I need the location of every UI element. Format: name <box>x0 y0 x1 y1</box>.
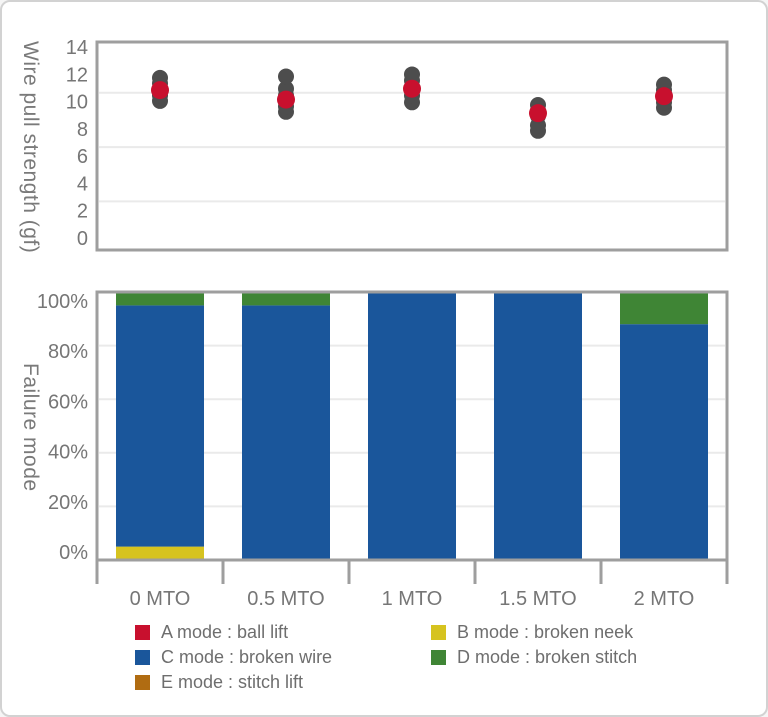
legend-item: D mode : broken stitch <box>431 647 735 667</box>
x-tick-label: 1.5 MTO <box>499 588 576 610</box>
bar-segment <box>116 292 204 306</box>
y-tick-label: 0 <box>77 228 88 250</box>
scatter-point-sample <box>152 69 168 86</box>
bar-segment <box>620 324 708 560</box>
scatter-point-mean <box>655 87 673 106</box>
failure-mode-chart: 0% 20% 40% 60% 80% 100% 0 MTO 0.5 MTO 1 MTO 1.5 M… <box>37 290 729 610</box>
y-tick-label: 60% <box>48 391 88 413</box>
legend-item: B mode : broken neek <box>431 622 735 642</box>
legend-label: B mode : broken neek <box>457 621 634 642</box>
y-tick-label: 12 <box>66 64 88 86</box>
bar-segment <box>368 292 456 560</box>
legend-label: E mode : stitch lift <box>161 671 304 692</box>
x-tick-label: 1 MTO <box>382 588 443 610</box>
y-tick-label: 2 <box>77 201 88 223</box>
legend-label: C mode : broken wire <box>161 646 333 667</box>
legend-item: E mode : stitch lift <box>135 672 431 692</box>
y-tick-label: 20% <box>48 492 88 514</box>
bar-segment <box>242 305 330 560</box>
y-axis-title-text: Failure mode <box>19 362 42 492</box>
y-axis-title-wire-pull-strength: Wire pull strength (gf) <box>12 32 48 262</box>
scatter-point-mean <box>529 104 547 123</box>
y-tick-label: 80% <box>48 341 88 363</box>
scatter-point-sample <box>278 68 294 85</box>
bar-segment <box>116 305 204 547</box>
y-tick-label: 8 <box>77 119 88 141</box>
legend-swatch <box>135 624 150 640</box>
legend: A mode : ball lift B mode : broken neek C … <box>135 622 735 692</box>
plot-border <box>95 40 729 252</box>
legend-label: D mode : broken stitch <box>457 646 638 667</box>
legend-item: A mode : ball lift <box>135 622 431 642</box>
legend-swatch <box>135 674 150 690</box>
legend-swatch <box>431 624 446 640</box>
scatter-point-mean <box>403 79 421 98</box>
bar-segment <box>620 292 708 325</box>
y-axis-title-failure-mode: Failure mode <box>12 292 48 562</box>
scatter-point-sample <box>404 66 420 83</box>
y-tick-label: 100% <box>37 291 88 313</box>
x-tick-label: 2 MTO <box>634 588 695 610</box>
y-tick-label: 10 <box>66 92 88 114</box>
legend-label: A mode : ball lift <box>161 621 289 642</box>
scatter-point-mean <box>151 81 169 100</box>
legend-swatch <box>431 649 446 665</box>
bar-segment <box>116 546 204 560</box>
wire-pull-strength-chart: 0 2 4 6 8 10 12 14 <box>66 37 729 252</box>
y-tick-label: 0% <box>59 542 88 564</box>
y-tick-label: 6 <box>77 146 88 168</box>
bar-segment <box>242 292 330 306</box>
plot-border <box>95 290 729 562</box>
scatter-point-mean <box>277 90 295 109</box>
y-axis-title-text: Wire pull strength (gf) <box>19 40 42 254</box>
x-tick-label: 0.5 MTO <box>247 588 324 610</box>
y-tick-label: 14 <box>66 37 88 59</box>
bar-segment <box>494 292 582 560</box>
legend-item: C mode : broken wire <box>135 647 431 667</box>
y-tick-label: 40% <box>48 442 88 464</box>
legend-swatch <box>135 649 150 665</box>
x-tick-label: 0 MTO <box>130 588 191 610</box>
y-tick-label: 4 <box>77 173 88 195</box>
